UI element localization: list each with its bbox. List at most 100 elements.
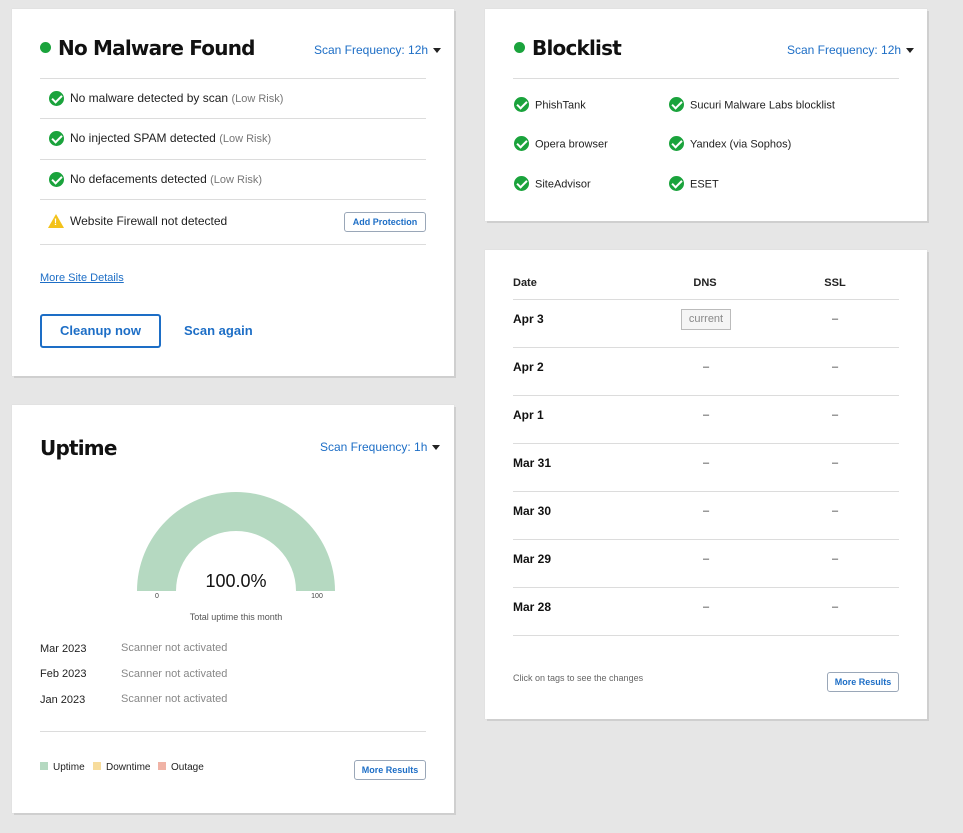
risk-label: (Low Risk) [219,133,272,145]
legend-swatch [158,762,166,771]
dns-cell: – [702,601,710,613]
divider [513,539,899,540]
dns-cell: – [702,361,710,373]
gauge-max-label: 100 [311,593,323,600]
more-site-details-link[interactable]: More Site Details [40,272,124,284]
check-circle-icon [514,176,529,191]
column-header-ssl: SSL [824,277,846,289]
divider [40,118,426,119]
divider [40,78,426,79]
ssl-cell: – [831,505,839,517]
dns-current-tag[interactable]: current [681,309,731,330]
blocklist-item: Opera browser [514,136,608,152]
legend-downtime: Downtime [93,762,150,773]
ssl-cell: – [831,361,839,373]
malware-scan-frequency-dropdown[interactable]: Scan Frequency: 12h [314,43,442,57]
status-dot-icon [514,42,525,53]
change-row-date: Apr 2 [513,360,544,374]
warning-icon [48,214,64,228]
blocklist-card: Blocklist Scan Frequency: 12h PhishTank … [485,9,927,221]
changes-card: Date DNS SSL Apr 3 current – Apr 2 – – Apr 1 – –… [485,250,927,719]
blocklist-item: ESET [669,176,719,192]
change-row-date: Mar 28 [513,600,552,614]
history-month: Feb 2023 [40,668,87,680]
history-status: Scanner not activated [121,693,228,705]
divider [513,443,899,444]
gauge-arc [137,492,335,591]
divider [513,78,899,79]
caret-down-icon [433,48,442,54]
caret-down-icon [432,445,441,451]
change-row-date: Apr 1 [513,408,544,422]
risk-label: (Low Risk) [231,93,284,105]
change-row-date: Mar 31 [513,456,552,470]
divider [40,199,426,200]
risk-label: (Low Risk) [210,174,263,186]
divider [513,299,899,300]
uptime-scan-frequency-dropdown[interactable]: Scan Frequency: 1h [320,440,441,454]
malware-row-text: No injected SPAM detected [70,131,216,145]
divider [40,731,426,732]
divider [40,244,426,245]
gauge-value: 100.0% [205,571,267,591]
legend-outage: Outage [158,762,204,773]
divider [513,587,899,588]
dns-cell: – [702,409,710,421]
blocklist-item: Sucuri Malware Labs blocklist [669,97,835,113]
divider [40,159,426,160]
change-row-date: Mar 29 [513,552,552,566]
divider [513,635,899,636]
check-circle-icon [514,97,529,112]
gauge-min-label: 0 [155,593,159,600]
blocklist-item: SiteAdvisor [514,176,591,192]
ssl-cell: – [831,313,839,325]
check-circle-icon [49,131,64,146]
history-month: Jan 2023 [40,694,86,706]
legend-swatch [40,762,48,771]
history-status: Scanner not activated [121,642,228,654]
uptime-gauge [137,492,335,591]
change-row-date: Mar 30 [513,504,552,518]
uptime-card: Uptime Scan Frequency: 1h 100.0% 0 100 T… [12,405,454,813]
dns-cell: – [702,505,710,517]
warning-mark: ! [54,217,57,227]
history-month: Mar 2023 [40,643,87,655]
add-protection-button[interactable]: Add Protection [344,212,426,232]
ssl-cell: – [831,457,839,469]
check-circle-icon [49,91,64,106]
divider [513,347,899,348]
check-circle-icon [669,97,684,112]
malware-row-text: No malware detected by scan [70,91,229,105]
dns-cell: – [702,553,710,565]
cleanup-now-button[interactable]: Cleanup now [40,314,161,348]
status-dot-icon [40,42,51,53]
history-status: Scanner not activated [121,668,228,680]
blocklist-item: PhishTank [514,97,586,113]
malware-card: No Malware Found Scan Frequency: 12h No … [12,9,454,376]
column-header-dns: DNS [693,277,717,289]
malware-title: No Malware Found [40,36,255,60]
uptime-more-results-button[interactable]: More Results [354,760,426,780]
ssl-cell: – [831,553,839,565]
column-header-date: Date [513,277,537,289]
check-circle-icon [49,172,64,187]
blocklist-title: Blocklist [514,36,622,60]
gauge-caption: Total uptime this month [189,612,283,622]
check-circle-icon [514,136,529,151]
blocklist-scan-frequency-dropdown[interactable]: Scan Frequency: 12h [787,43,915,57]
ssl-cell: – [831,601,839,613]
scan-again-button[interactable]: Scan again [184,323,253,338]
firewall-text: Website Firewall not detected [70,214,228,228]
changes-hint: Click on tags to see the changes [513,673,644,683]
check-circle-icon [669,136,684,151]
changes-more-results-button[interactable]: More Results [827,672,899,692]
change-row-date: Apr 3 [513,312,544,326]
legend-uptime: Uptime [40,762,85,773]
dns-cell: – [702,457,710,469]
uptime-title: Uptime [40,436,117,460]
blocklist-item: Yandex (via Sophos) [669,136,791,152]
legend-swatch [93,762,101,771]
caret-down-icon [906,48,915,54]
divider [513,491,899,492]
ssl-cell: – [831,409,839,421]
